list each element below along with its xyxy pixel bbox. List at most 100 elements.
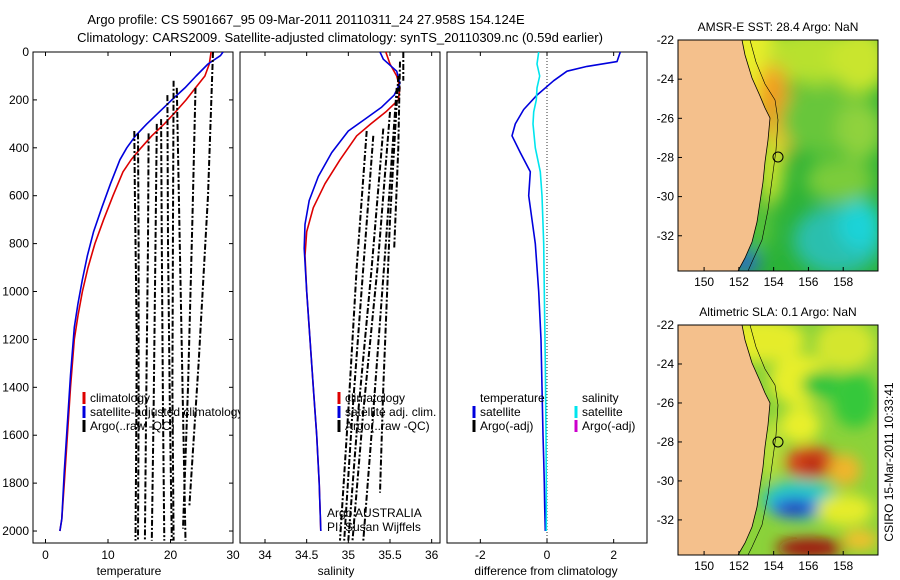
depth-tick-label: 1200 [2,332,29,346]
series-line [362,87,398,541]
difference-panel: -2 0 2 difference from climatology tempera… [446,51,648,578]
sla-map-panel: Altimetric SLA: 0.1 Argo: NaN [657,305,879,573]
legend-label: satellite adj. clim. [345,405,436,419]
depth-tick-label: 1000 [2,285,29,299]
series-line [59,52,224,532]
sst-argo-position-marker [772,151,784,163]
series-line [511,52,622,532]
sst-map-title: AMSR-E SST: 28.4 Argo: NaN [698,20,859,34]
map-y-tick-label: -30 [657,474,675,488]
sst-coastline [737,40,771,271]
salinity-panel: 34 34.5 35 35.5 36 salinity climatologysatel… [239,51,441,578]
map-x-tick-label: 156 [798,275,818,289]
map-x-tick-label: 150 [694,559,714,573]
sla-argo-position-marker [772,436,784,448]
sla-map-ticks: 150 152 154 156 158 -22 -24 -26 -28 -30 -32 [657,318,854,573]
map-y-tick-label: -26 [657,396,675,410]
x-tick-label: 34 [258,548,272,562]
temperature-xlabel: temperature [97,564,162,578]
x-tick-label: 36 [425,548,439,562]
series-line [532,52,548,531]
series-line [343,135,375,541]
legend-label: Argo(-adj) [480,419,533,433]
sla-field [678,325,878,555]
legend-label: satellite [582,405,623,419]
x-tick-label: -2 [475,548,486,562]
map-x-tick-label: 158 [833,559,853,573]
series-line [133,130,138,541]
legend-label: climatology [345,391,405,405]
difference-legend: temperaturesatelliteArgo(-adj)salinitysa… [472,391,635,433]
difference-xlabel: difference from climatology [474,564,617,578]
x-tick-label: 20 [164,548,178,562]
legend-label: Argo(-adj) [582,419,635,433]
credit-stamp: CSIRO 15-Mar-2011 10:33:41 [882,382,896,542]
sla-map-title: Altimetric SLA: 0.1 Argo: NaN [699,305,856,319]
argo-program-label: Argo AUSTRALIA [327,506,422,520]
map-y-tick-label: -24 [657,72,675,86]
depth-tick-label: 1400 [2,380,29,394]
salinity-x-ticks: 34 34.5 35 35.5 36 [258,52,439,562]
sst-map-ticks: 150 152 154 156 158 -22 -24 -26 -28 -30 -32 [657,33,854,289]
x-tick-label: 2 [610,548,617,562]
series-line [171,80,175,541]
legend-label: Argo(..raw -QC) [345,419,430,433]
series-line [379,75,400,493]
map-y-tick-label: -22 [657,318,675,332]
series-line [182,87,197,529]
x-tick-label: 10 [101,548,115,562]
map-y-tick-label: -32 [657,229,675,243]
x-tick-label: 0 [544,548,551,562]
legend-label: satellite-adjusted climatology [90,405,243,419]
legend-label: satellite [480,405,521,419]
depth-tick-label: 2000 [2,524,29,538]
argo-pi-label: PI: Susan Wijffels [327,520,421,534]
depth-tick-label: 600 [9,189,29,203]
map-y-tick-label: -28 [657,435,675,449]
series-line [393,61,401,249]
sla-coastline [737,325,771,555]
map-x-tick-label: 150 [694,275,714,289]
legend-group-title: salinity [582,391,619,405]
map-x-tick-label: 152 [729,275,749,289]
difference-series [511,52,622,543]
series-line [143,133,150,541]
map-x-tick-label: 152 [729,559,749,573]
series-line [339,130,368,541]
series-line [166,95,173,541]
depth-tick-label: 400 [9,141,29,155]
depth-tick-label: 0 [22,45,29,59]
map-x-tick-label: 158 [833,275,853,289]
series-line [351,111,391,541]
depth-tick-label: 200 [9,93,29,107]
map-y-tick-label: -32 [657,513,675,527]
x-tick-label: 35.5 [378,548,402,562]
map-y-tick-label: -24 [657,357,675,371]
depth-tick-label: 1800 [2,476,29,490]
sst-map-frame [677,39,879,272]
x-tick-label: 34.5 [295,548,319,562]
sst-shelf-contour [747,40,779,271]
depth-tick-label: 800 [9,237,29,251]
series-line [160,119,166,541]
x-tick-label: 30 [226,548,240,562]
map-y-tick-label: -28 [657,150,675,164]
legend-label: Argo(..raw -QC) [90,419,175,433]
series-line [347,128,385,541]
x-tick-label: 0 [42,548,49,562]
sla-land [678,325,770,555]
figure-title-line2: Climatology: CARS2009. Satellite-adjuste… [77,30,603,45]
map-x-tick-label: 154 [764,559,784,573]
map-y-tick-label: -22 [657,33,675,47]
map-x-tick-label: 156 [798,559,818,573]
temperature-series [59,52,224,541]
salinity-series [303,52,405,541]
depth-tick-label: 1600 [2,428,29,442]
series-line [137,133,140,541]
sst-map-panel: AMSR-E SST: 28.4 Argo: NaN [657,20,879,289]
sst-field [678,40,878,271]
